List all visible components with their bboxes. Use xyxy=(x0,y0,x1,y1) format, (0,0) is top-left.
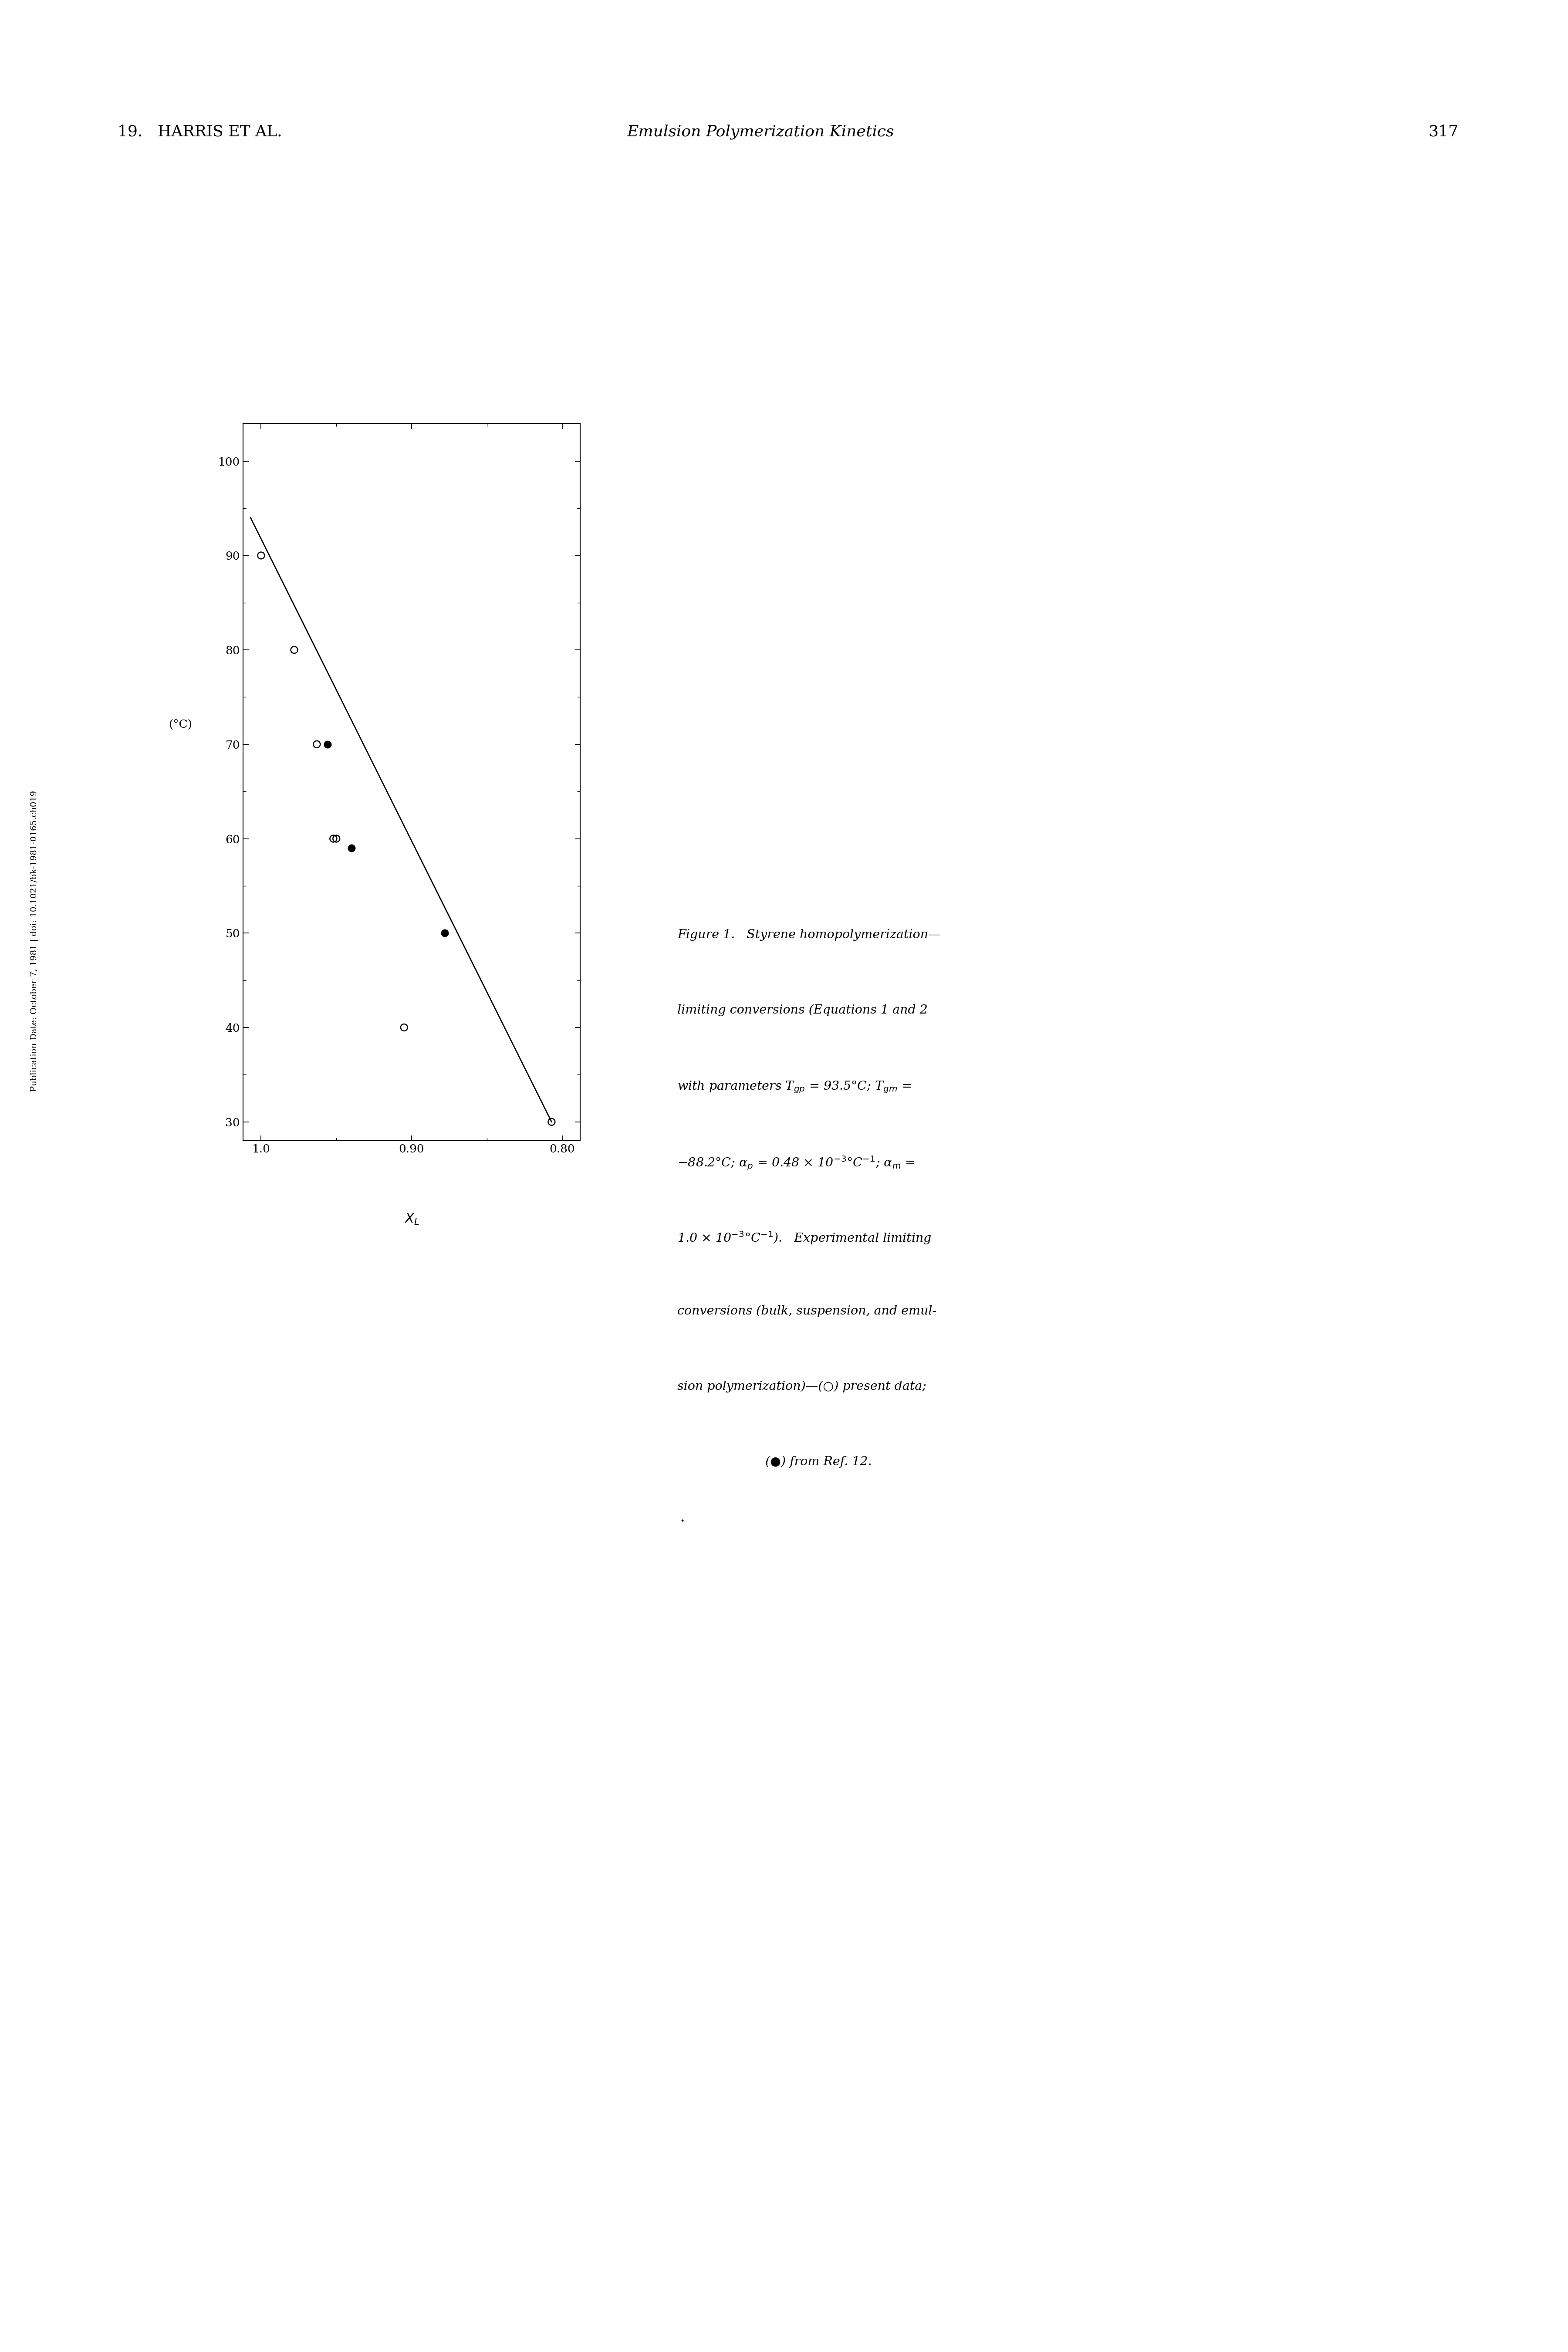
Text: 1.0 × 10$^{\mathit{-3}}$°C$^{\mathit{-1}}$).   Experimental limiting: 1.0 × 10$^{\mathit{-3}}$°C$^{\mathit{-1}… xyxy=(677,1230,931,1247)
Text: with parameters T$_{\mathit{gp}}$ = 93.5°C; T$_{\mathit{gm}}$ =: with parameters T$_{\mathit{gp}}$ = 93.5… xyxy=(677,1080,911,1094)
Text: (●) from Ref. 12.: (●) from Ref. 12. xyxy=(765,1456,872,1468)
Text: limiting conversions (Equations 1 and 2: limiting conversions (Equations 1 and 2 xyxy=(677,1004,928,1016)
Point xyxy=(282,630,307,668)
Text: conversions (bulk, suspension, and emul-: conversions (bulk, suspension, and emul- xyxy=(677,1305,936,1317)
Text: .: . xyxy=(679,1510,685,1524)
Text: Emulsion Polymerization Kinetics: Emulsion Polymerization Kinetics xyxy=(627,125,894,139)
Point xyxy=(325,821,350,858)
Point xyxy=(339,830,364,868)
Point xyxy=(392,1009,417,1047)
Point xyxy=(249,536,274,574)
Point xyxy=(321,821,347,858)
Text: Publication Date: October 7, 1981 | doi: 10.1021/bk-1981-0165.ch019: Publication Date: October 7, 1981 | doi:… xyxy=(30,790,39,1091)
Point xyxy=(304,724,329,762)
Point xyxy=(315,724,340,762)
Text: 317: 317 xyxy=(1428,125,1458,139)
Text: (°C): (°C) xyxy=(169,720,193,729)
Text: sion polymerization)—(○) present data;: sion polymerization)—(○) present data; xyxy=(677,1381,927,1392)
Point xyxy=(433,915,458,953)
Text: 19.   HARRIS ET AL.: 19. HARRIS ET AL. xyxy=(118,125,282,139)
Text: Figure 1.   Styrene homopolymerization—: Figure 1. Styrene homopolymerization— xyxy=(677,929,941,941)
Point xyxy=(539,1103,564,1141)
Text: $X_{\mathit{L}}$: $X_{\mathit{L}}$ xyxy=(405,1214,419,1225)
Text: −88.2°C; α$_{\mathit{p}}$ = 0.48 × 10$^{\mathit{-3}}$°C$^{\mathit{-1}}$; α$_{\ma: −88.2°C; α$_{\mathit{p}}$ = 0.48 × 10$^{… xyxy=(677,1155,914,1171)
